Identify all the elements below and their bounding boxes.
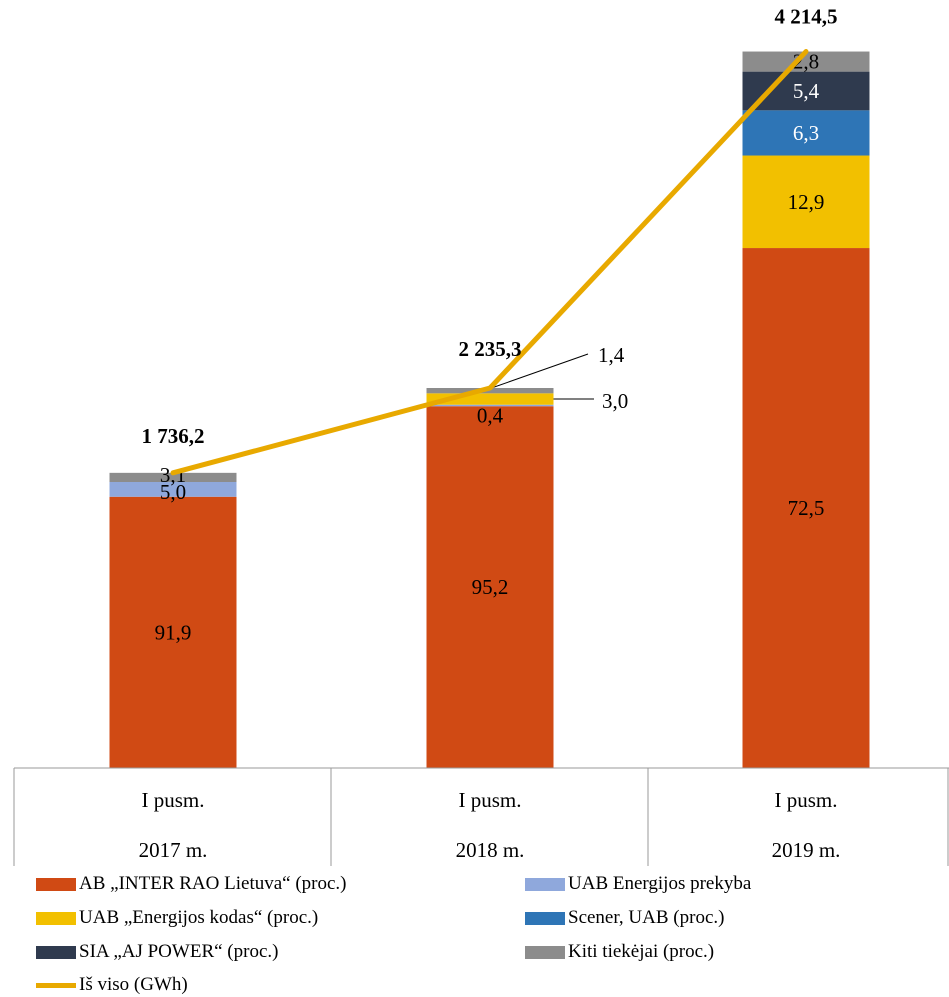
legend-item-energijos-kodas: UAB „Energijos kodas“ (proc.)	[36, 907, 318, 929]
legend-item-total: Iš viso (GWh)	[36, 974, 188, 996]
category-label-line2-2: 2018 m.	[456, 838, 525, 862]
legend-item-scener: Scener, UAB (proc.)	[525, 907, 724, 929]
legend-swatch-energijos-prekyba	[525, 877, 565, 891]
legend-label-aj-power: SIA „AJ POWER“ (proc.)	[79, 941, 279, 962]
legend-item-energijos-prekyba: UAB Energijos prekyba	[525, 873, 751, 895]
bar-1-ab-inter-rao-lietuva-proc	[109, 496, 237, 768]
segment-label-3-scener-uab-proc: 6,3	[793, 121, 819, 145]
total-labels-layer: 1 736,2 2 235,3 4 214,5	[142, 5, 838, 448]
legend-swatch-inter-rao	[36, 877, 76, 891]
legend-label-energijos-kodas: UAB „Energijos kodas“ (proc.)	[79, 907, 319, 928]
legend-label-energijos-prekyba: UAB Energijos prekyba	[568, 873, 752, 894]
segment-label-2-kiti-tiekejai-proc: 1,4	[598, 343, 625, 367]
bar-3-uab-energijos-kodas-proc	[742, 155, 870, 249]
stacked-bar-chart: 91,995,272,55,00,43,012,96,35,43,11,42,8…	[13, 5, 949, 866]
total-label-2: 2 235,3	[459, 337, 522, 361]
bar-3-scener-uab-proc	[742, 110, 870, 156]
legend-item-aj-power: SIA „AJ POWER“ (proc.)	[36, 941, 278, 963]
bar-1-uab-energijos-prekyba	[109, 481, 237, 497]
callout-line-kiti-2018	[483, 353, 589, 392]
legend-label-scener: Scener, UAB (proc.)	[568, 907, 725, 928]
segment-label-2-ab-inter-rao-lietuva-proc: 95,2	[472, 575, 509, 599]
bars-layer	[109, 51, 870, 769]
bar-2-uab-energijos-kodas-proc	[426, 393, 554, 405]
category-label-line1-2: I pusm.	[459, 788, 522, 812]
category-axis: I pusm. 2017 m. I pusm. 2018 m. I pusm. 2019 …	[13, 767, 949, 866]
legend-item-inter-rao: AB „INTER RAO Lietuva“ (proc.)	[36, 873, 347, 895]
bar-2-ab-inter-rao-lietuva-proc	[426, 406, 554, 768]
legend-label-total: Iš viso (GWh)	[79, 974, 188, 995]
segment-label-3-ab-inter-rao-lietuva-proc: 72,5	[788, 496, 825, 520]
category-label-line2-3: 2019 m.	[772, 838, 841, 862]
total-label-3: 4 214,5	[775, 5, 838, 29]
category-label-line1-1: I pusm.	[142, 788, 205, 812]
segment-label-1-uab-energijos-prekyba: 5,0	[160, 480, 186, 504]
bar-3-ab-inter-rao-lietuva-proc	[742, 248, 870, 769]
total-line	[170, 49, 809, 476]
legend-swatch-aj-power	[36, 945, 76, 959]
segment-label-3-sia-aj-power-proc: 5,4	[793, 79, 820, 103]
segment-label-2-uab-energijos-kodas-proc: 3,0	[602, 389, 628, 413]
legend-label-inter-rao: AB „INTER RAO Lietuva“ (proc.)	[79, 873, 347, 894]
segment-label-1-ab-inter-rao-lietuva-proc: 91,9	[155, 620, 192, 644]
bar-3-kiti-tiekejai-proc	[742, 51, 870, 72]
category-label-line2-1: 2017 m.	[139, 838, 208, 862]
legend-item-kiti: Kiti tiekėjai (proc.)	[525, 941, 714, 963]
legend-swatch-scener	[525, 911, 565, 925]
total-line-layer	[170, 49, 809, 476]
bar-2-uab-energijos-prekyba	[426, 404, 554, 407]
legend-swatch-energijos-kodas	[36, 911, 76, 925]
bar-1-kiti-tiekejai-proc	[109, 472, 237, 482]
legend-swatch-total	[36, 982, 76, 988]
segment-label-3-uab-energijos-kodas-proc: 12,9	[788, 190, 825, 214]
category-label-line1-3: I pusm.	[775, 788, 838, 812]
total-label-1: 1 736,2	[142, 424, 205, 448]
segment-label-2-uab-energijos-prekyba: 0,4	[477, 404, 504, 428]
legend-label-kiti: Kiti tiekėjai (proc.)	[568, 941, 715, 962]
segment-labels-layer: 91,995,272,55,00,43,012,96,35,43,11,42,8	[155, 50, 825, 645]
bar-3-sia-aj-power-proc	[742, 71, 870, 111]
legend-swatch-kiti	[525, 945, 565, 959]
bar-2-kiti-tiekejai-proc	[426, 387, 554, 394]
